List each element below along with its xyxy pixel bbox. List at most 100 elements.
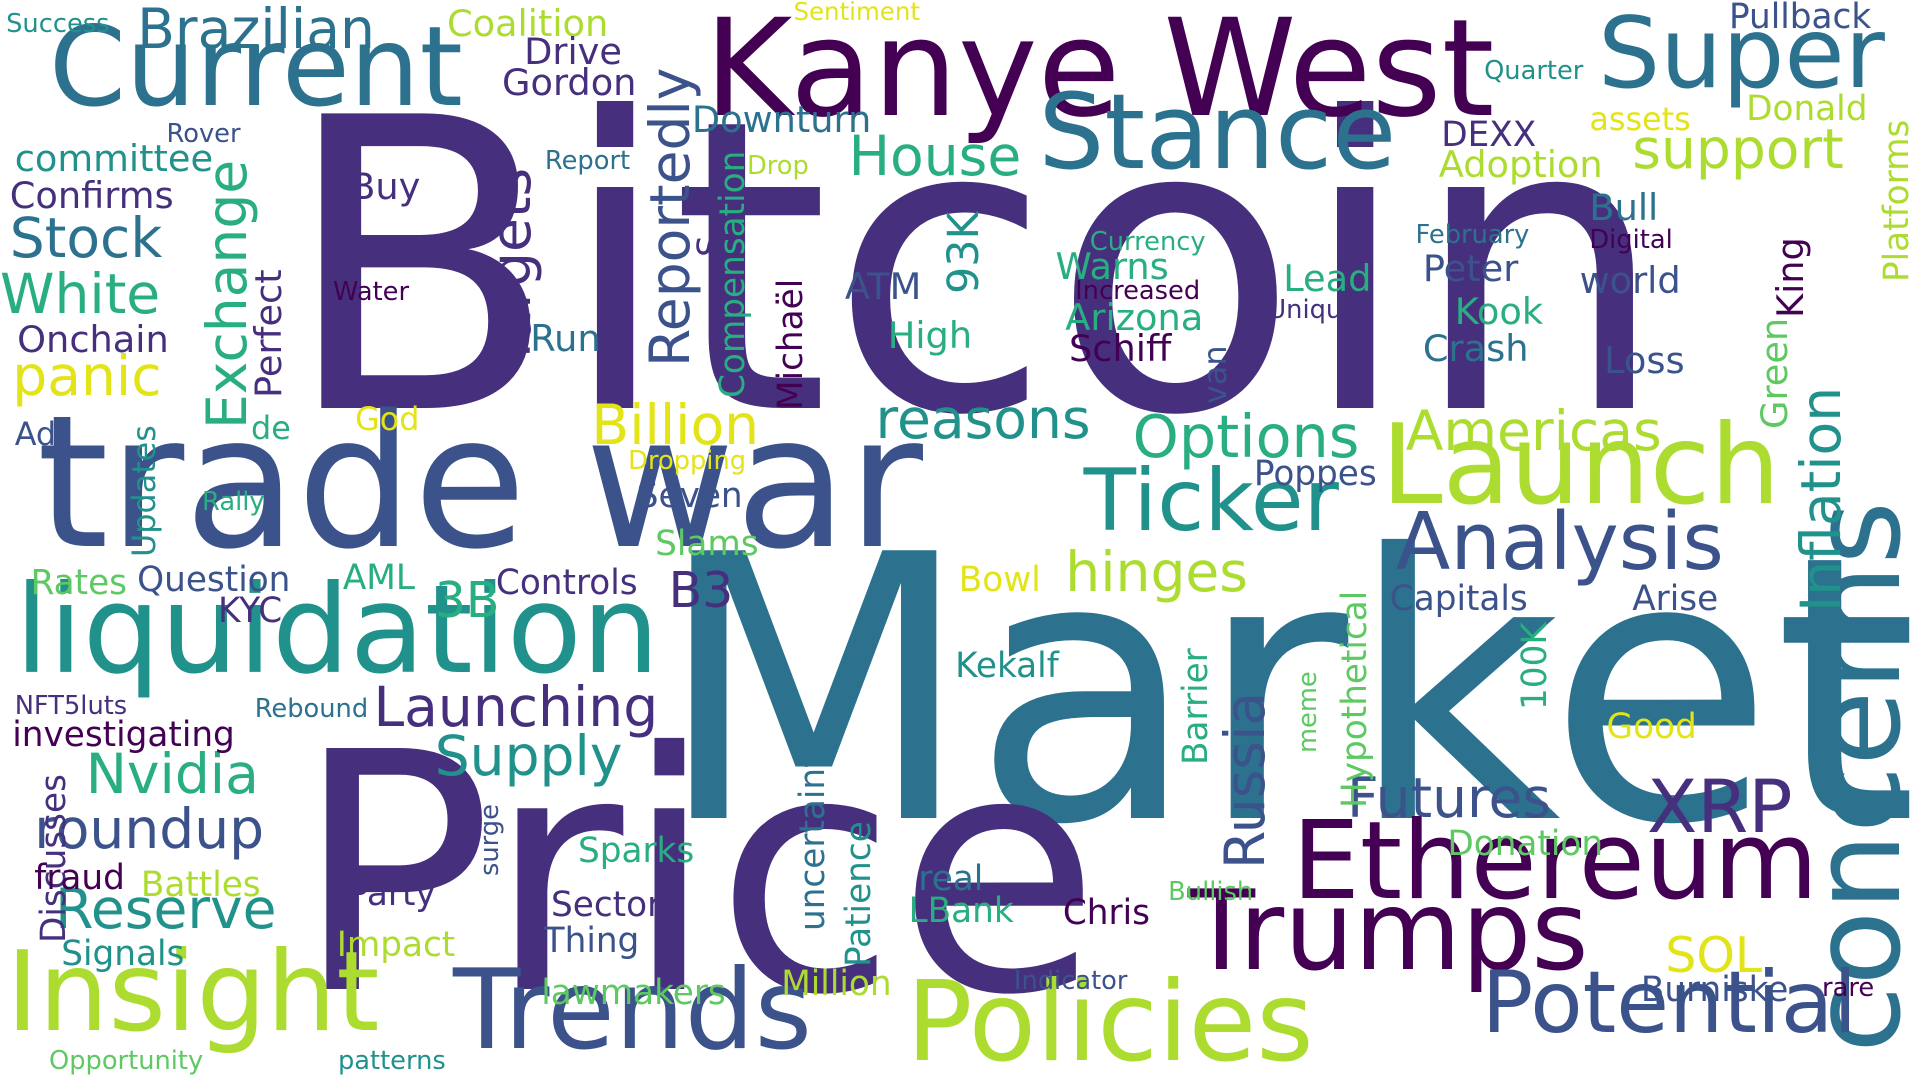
word-world: world bbox=[1579, 259, 1681, 303]
word-reasons: reasons bbox=[875, 386, 1091, 451]
word-drop: Drop bbox=[746, 151, 809, 182]
word-barrier: Barrier bbox=[1176, 648, 1217, 766]
word-house: House bbox=[848, 123, 1022, 188]
word-controls: Controls bbox=[495, 562, 638, 603]
word-poppes: Poppes bbox=[1253, 453, 1377, 494]
word-green: Green bbox=[1753, 317, 1797, 429]
word-hypothetical: Hypothetical bbox=[1335, 590, 1376, 809]
word-de: de bbox=[251, 408, 291, 447]
word-hinges: hinges bbox=[1065, 539, 1249, 604]
word-bitcoin: Bitcoin bbox=[281, 34, 1668, 505]
word-sector: Sector bbox=[551, 884, 662, 925]
word-perfect: Perfect bbox=[247, 269, 291, 398]
word-michael: Michaël bbox=[770, 278, 811, 411]
word-rebound: Rebound bbox=[254, 693, 369, 724]
word-rover: Rover bbox=[166, 119, 241, 150]
word-russia: Russia bbox=[1213, 692, 1278, 870]
word-sol: SOL bbox=[1665, 926, 1763, 984]
word-donald: Donald bbox=[1746, 88, 1868, 129]
word-supply: Supply bbox=[434, 723, 623, 788]
word-lawmakers: lawmakers bbox=[541, 972, 726, 1013]
word-question: Question bbox=[137, 560, 291, 601]
word-lead: Lead bbox=[1283, 256, 1372, 300]
word-kook: Kook bbox=[1454, 289, 1544, 333]
word-thing: Thing bbox=[543, 921, 640, 962]
word-assets: assets bbox=[1589, 100, 1691, 139]
word-s: S bbox=[691, 235, 732, 258]
word-potential: Potential bbox=[1481, 953, 1858, 1054]
word-real: real bbox=[918, 859, 984, 900]
word-signals: Signals bbox=[61, 933, 185, 974]
word-buy: Buy bbox=[350, 164, 421, 208]
word-drive: Drive bbox=[524, 30, 622, 74]
word-seven: Seven bbox=[636, 475, 743, 516]
word-party: Party bbox=[347, 873, 436, 914]
word-93k: 93K bbox=[938, 211, 989, 294]
word-americas: Americas bbox=[1405, 399, 1662, 464]
word-committee: committee bbox=[14, 136, 214, 180]
word-current: Current bbox=[48, 3, 463, 132]
word-rare: rare bbox=[1822, 972, 1875, 1003]
word-compensation: Compensation bbox=[713, 150, 754, 398]
word-success: Success bbox=[6, 9, 110, 40]
word-nft5luts: NFT5luts bbox=[14, 691, 128, 722]
word-dexx: DEXX bbox=[1441, 114, 1537, 155]
word-confirms: Confirms bbox=[9, 173, 174, 217]
word-god: God bbox=[355, 400, 420, 439]
word-kyc: KYC bbox=[217, 590, 283, 631]
word-100k: 100K bbox=[1515, 622, 1556, 711]
word-meme: meme bbox=[1292, 671, 1323, 754]
word-increased: Increased bbox=[1075, 276, 1201, 307]
word-kekalf: Kekalf bbox=[955, 645, 1059, 686]
word-ticker: Ticker bbox=[1083, 451, 1339, 552]
word-rally: Rally bbox=[202, 486, 265, 517]
word-reportedly: Reportedly bbox=[637, 67, 702, 368]
word-futures: Futures bbox=[1346, 766, 1552, 831]
word-adoption: Adoption bbox=[1438, 142, 1603, 186]
word-policies: Policies bbox=[906, 958, 1314, 1080]
word-billion: Billion bbox=[591, 392, 760, 457]
word-digital: Digital bbox=[1589, 224, 1673, 255]
word-patterns: patterns bbox=[337, 1046, 446, 1077]
word-bull: Bull bbox=[1589, 185, 1659, 229]
word-market: Market bbox=[655, 477, 1918, 906]
word-investigating: investigating bbox=[12, 714, 235, 755]
word-good: Good bbox=[1606, 707, 1697, 748]
word-white: White bbox=[0, 261, 161, 326]
word-crash: Crash bbox=[1422, 326, 1529, 370]
word-quarter: Quarter bbox=[1484, 55, 1584, 86]
word-reserve: Reserve bbox=[55, 876, 277, 941]
word-pullback: Pullback bbox=[1728, 0, 1872, 37]
word-gordon: Gordon bbox=[502, 60, 637, 104]
word-downturn: Downturn bbox=[691, 97, 872, 141]
word-report: Report bbox=[544, 146, 631, 177]
word-support: support bbox=[1632, 117, 1844, 182]
word-unique: Unique bbox=[1267, 294, 1359, 325]
word-ad: Ad bbox=[14, 414, 57, 453]
word-van: van bbox=[1196, 345, 1234, 405]
word-platforms: Platforms bbox=[1876, 119, 1917, 282]
word-uncertainty: uncertainty bbox=[792, 733, 833, 931]
word-nvidia: Nvidia bbox=[85, 741, 259, 806]
word-peter: Peter bbox=[1422, 247, 1519, 291]
word-king: King bbox=[1769, 237, 1813, 319]
word-high: High bbox=[887, 314, 973, 358]
word-currency: Currency bbox=[1089, 227, 1206, 258]
word-fraud: fraud bbox=[34, 857, 125, 898]
word-bullish: Bullish bbox=[1168, 877, 1254, 908]
word-inflation: Inflation bbox=[1788, 387, 1853, 613]
word-loss: Loss bbox=[1604, 338, 1685, 382]
word-trade-war: trade war bbox=[36, 376, 924, 590]
word-dropping: Dropping bbox=[628, 446, 747, 477]
word-battles: Battles bbox=[140, 865, 261, 906]
word-opportunity: Opportunity bbox=[48, 1046, 204, 1077]
word-b3: B3 bbox=[668, 561, 734, 619]
word-super: Super bbox=[1597, 0, 1885, 112]
word-stance: Stance bbox=[1038, 70, 1397, 193]
word-slams: Slams bbox=[655, 523, 759, 564]
word-options: Options bbox=[1132, 401, 1360, 471]
word-arise: Arise bbox=[1632, 578, 1719, 619]
word-impact: Impact bbox=[336, 925, 456, 966]
word-ethereum: Ethereum bbox=[1291, 799, 1819, 925]
word-coalition: Coalition bbox=[446, 2, 609, 46]
